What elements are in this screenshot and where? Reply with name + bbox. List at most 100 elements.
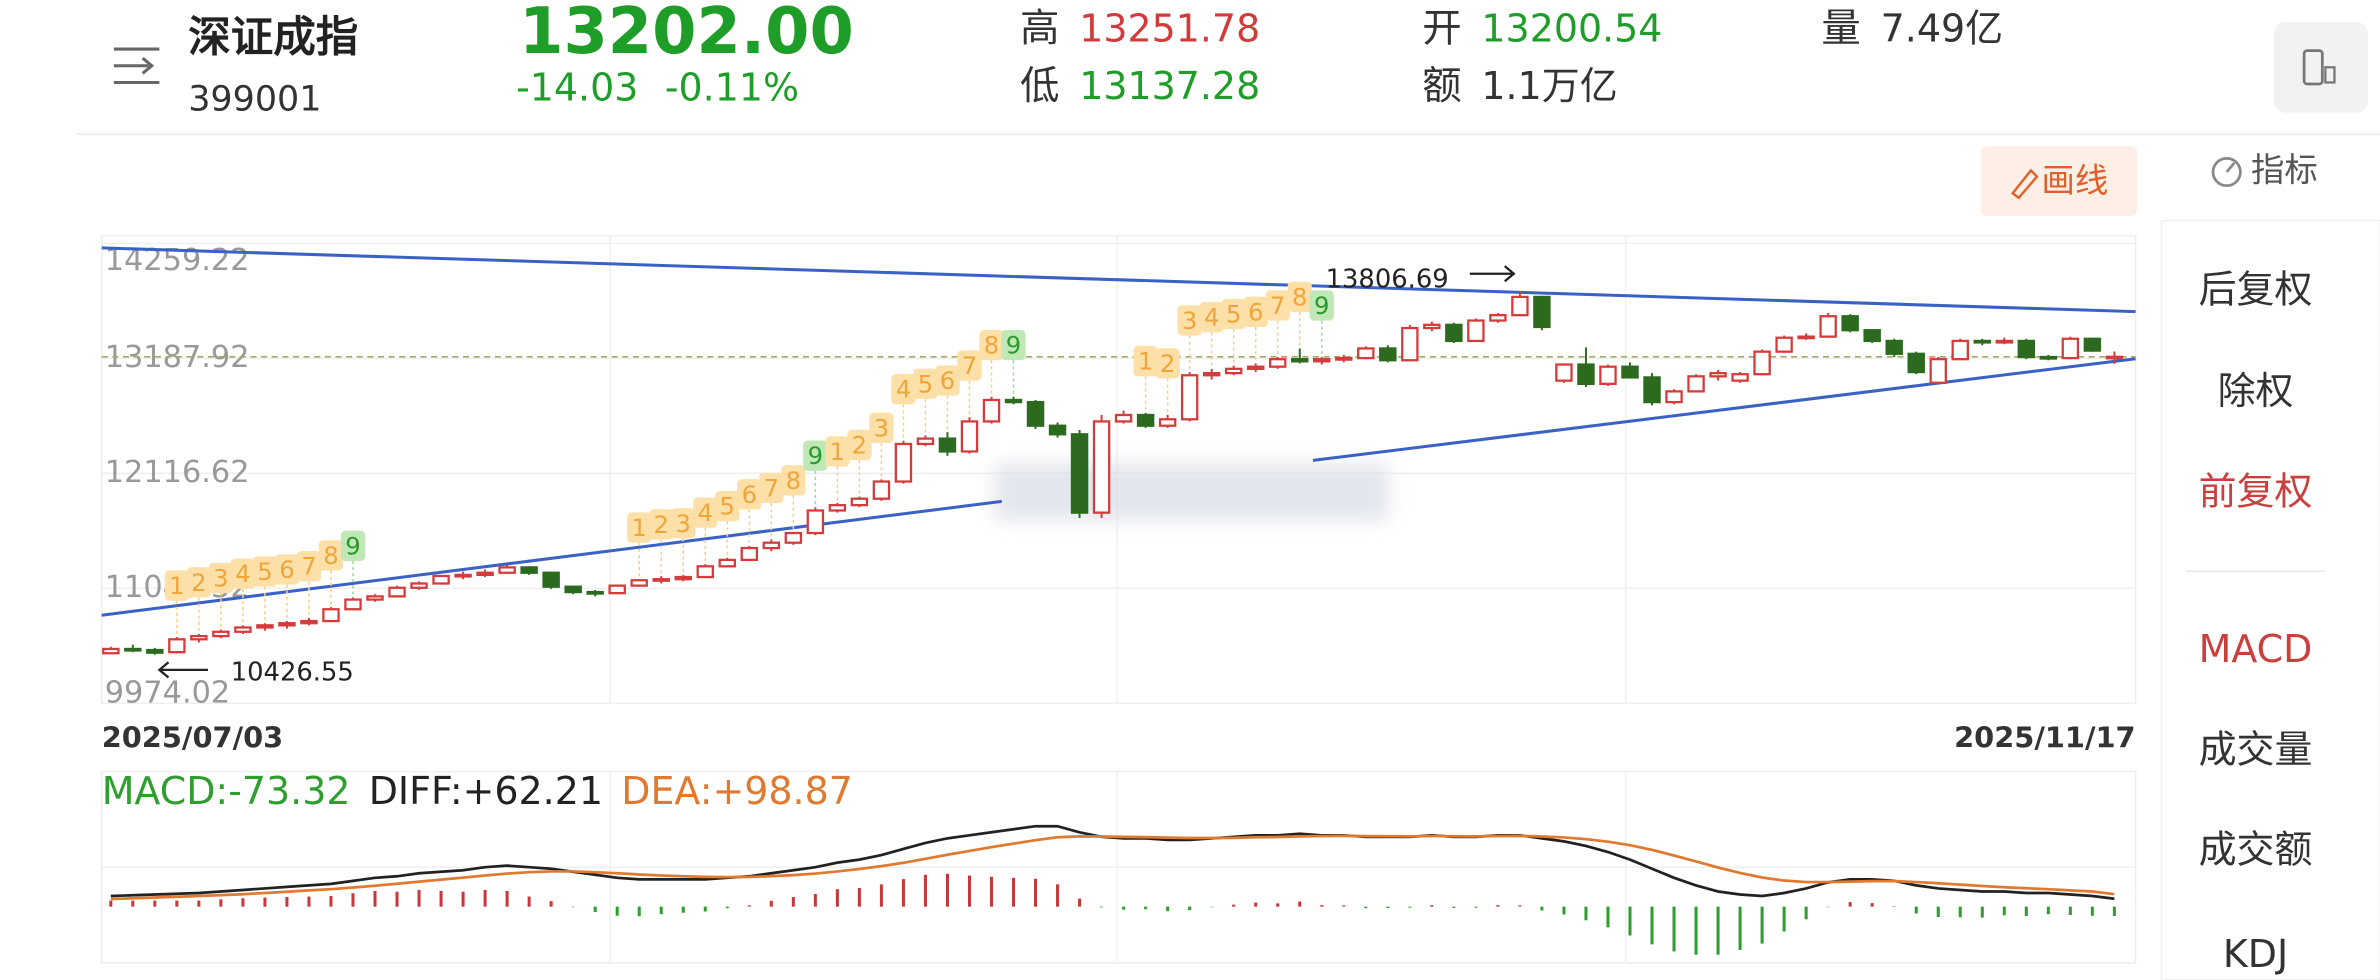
td-count: 1 xyxy=(169,571,184,600)
td-badge xyxy=(340,530,366,562)
candle-body xyxy=(256,624,274,629)
td-badge xyxy=(737,479,762,510)
button-label: 指标 xyxy=(2251,151,2318,190)
candle-body xyxy=(2105,355,2124,360)
candle-body xyxy=(1246,365,1265,370)
candle-body xyxy=(1114,413,1133,423)
draw-button[interactable]: 画线 xyxy=(1980,146,2138,217)
candle-body xyxy=(410,582,428,589)
candle-body xyxy=(938,437,957,453)
candle-body xyxy=(1313,358,1331,363)
candle-body xyxy=(916,437,935,446)
candle-body xyxy=(586,590,604,595)
candle-body xyxy=(2039,355,2058,360)
td-badge xyxy=(1177,305,1202,336)
td-badge xyxy=(847,429,872,461)
td-badge xyxy=(1287,281,1312,313)
td-badge xyxy=(671,508,696,539)
td-count: 7 xyxy=(764,473,779,502)
candle-body xyxy=(454,573,472,578)
candle-body xyxy=(1665,390,1683,404)
td-count: 3 xyxy=(874,413,889,442)
candle-body xyxy=(1445,323,1463,343)
candle-body xyxy=(608,584,626,595)
stat-value: 13137.28 xyxy=(1079,64,1260,108)
candle-body xyxy=(1687,375,1705,393)
td-count: 5 xyxy=(918,369,933,398)
trend-line xyxy=(1312,357,2136,462)
td-count: 4 xyxy=(1204,303,1219,332)
candle-body xyxy=(1533,295,1551,329)
candle-body xyxy=(1004,398,1023,404)
candle-body xyxy=(1731,373,1749,382)
td-count: 5 xyxy=(720,492,735,521)
candle-body xyxy=(1643,376,1661,404)
td-badge xyxy=(1199,302,1224,333)
legend-name: MACD: xyxy=(102,768,229,812)
index-code: 399001 xyxy=(188,80,321,120)
y-tick-label: 12116.62 xyxy=(105,455,250,490)
td-badge xyxy=(715,490,740,522)
stat-label: 开 xyxy=(1422,5,1461,51)
candle-body xyxy=(1973,339,1991,344)
td-badge xyxy=(913,368,938,399)
price: 13202.00 xyxy=(519,0,854,69)
td-badge xyxy=(252,556,278,587)
td-count: 9 xyxy=(1006,331,1021,360)
td-badge xyxy=(318,540,344,571)
candle-body xyxy=(278,622,296,627)
td-badge xyxy=(186,567,212,598)
candle-body xyxy=(740,546,759,562)
candle-body xyxy=(102,647,120,655)
candle-body xyxy=(2083,337,2102,352)
x-tick-label: 2025/07/03 xyxy=(102,721,284,755)
orientation-button[interactable] xyxy=(2273,21,2368,113)
candle-body xyxy=(322,608,340,623)
candle-body xyxy=(1224,367,1243,375)
candle-body xyxy=(1092,420,1111,514)
low-annotation: 10426.55 xyxy=(231,657,354,687)
menu-icon[interactable] xyxy=(113,47,160,84)
indicator-button[interactable]: 指标 xyxy=(2211,151,2318,190)
td-count: 4 xyxy=(235,559,250,588)
candle-body xyxy=(146,648,164,654)
menu-item[interactable]: MACD xyxy=(2199,627,2313,671)
candle-body xyxy=(168,638,186,654)
candle-body xyxy=(872,480,891,500)
candle-body xyxy=(960,420,979,453)
menu-item[interactable]: 前复权 xyxy=(2199,469,2313,513)
candle-body xyxy=(498,566,516,574)
td-count: 8 xyxy=(1292,282,1307,311)
candle-body xyxy=(718,558,737,568)
td-count: 1 xyxy=(830,437,845,466)
annotation-arrow xyxy=(1469,265,1516,283)
icon-arrow xyxy=(141,57,155,75)
menu-item[interactable]: 成交量 xyxy=(2199,727,2313,771)
candle-body xyxy=(476,571,494,577)
td-count: 3 xyxy=(1182,306,1197,335)
td-count: 5 xyxy=(1226,300,1241,329)
td-badge xyxy=(164,570,189,601)
candle-body xyxy=(1511,295,1529,317)
td-count: 6 xyxy=(279,555,294,584)
stat-label: 高 xyxy=(1020,5,1059,51)
td-badge xyxy=(208,562,234,594)
td-count: 6 xyxy=(1248,297,1263,326)
candle-body xyxy=(190,634,208,641)
td-badge xyxy=(825,436,850,467)
td-count: 4 xyxy=(896,375,911,404)
candle-body xyxy=(1335,356,1353,361)
menu-item[interactable]: KDJ xyxy=(2223,932,2288,976)
macd-legend: MACD:-73.32 DIFF:+62.21 DEA:+98.87 xyxy=(102,768,853,812)
candle-body xyxy=(300,619,318,625)
candle-body xyxy=(542,571,560,588)
menu-item[interactable]: 除权 xyxy=(2218,369,2294,413)
candle-body xyxy=(564,585,582,594)
candle-body xyxy=(2017,339,2036,359)
menu-item[interactable]: 成交额 xyxy=(2199,828,2313,872)
menu-item[interactable]: 后复权 xyxy=(2199,267,2313,311)
td-badge xyxy=(1133,346,1158,377)
candle-body xyxy=(1291,358,1309,363)
